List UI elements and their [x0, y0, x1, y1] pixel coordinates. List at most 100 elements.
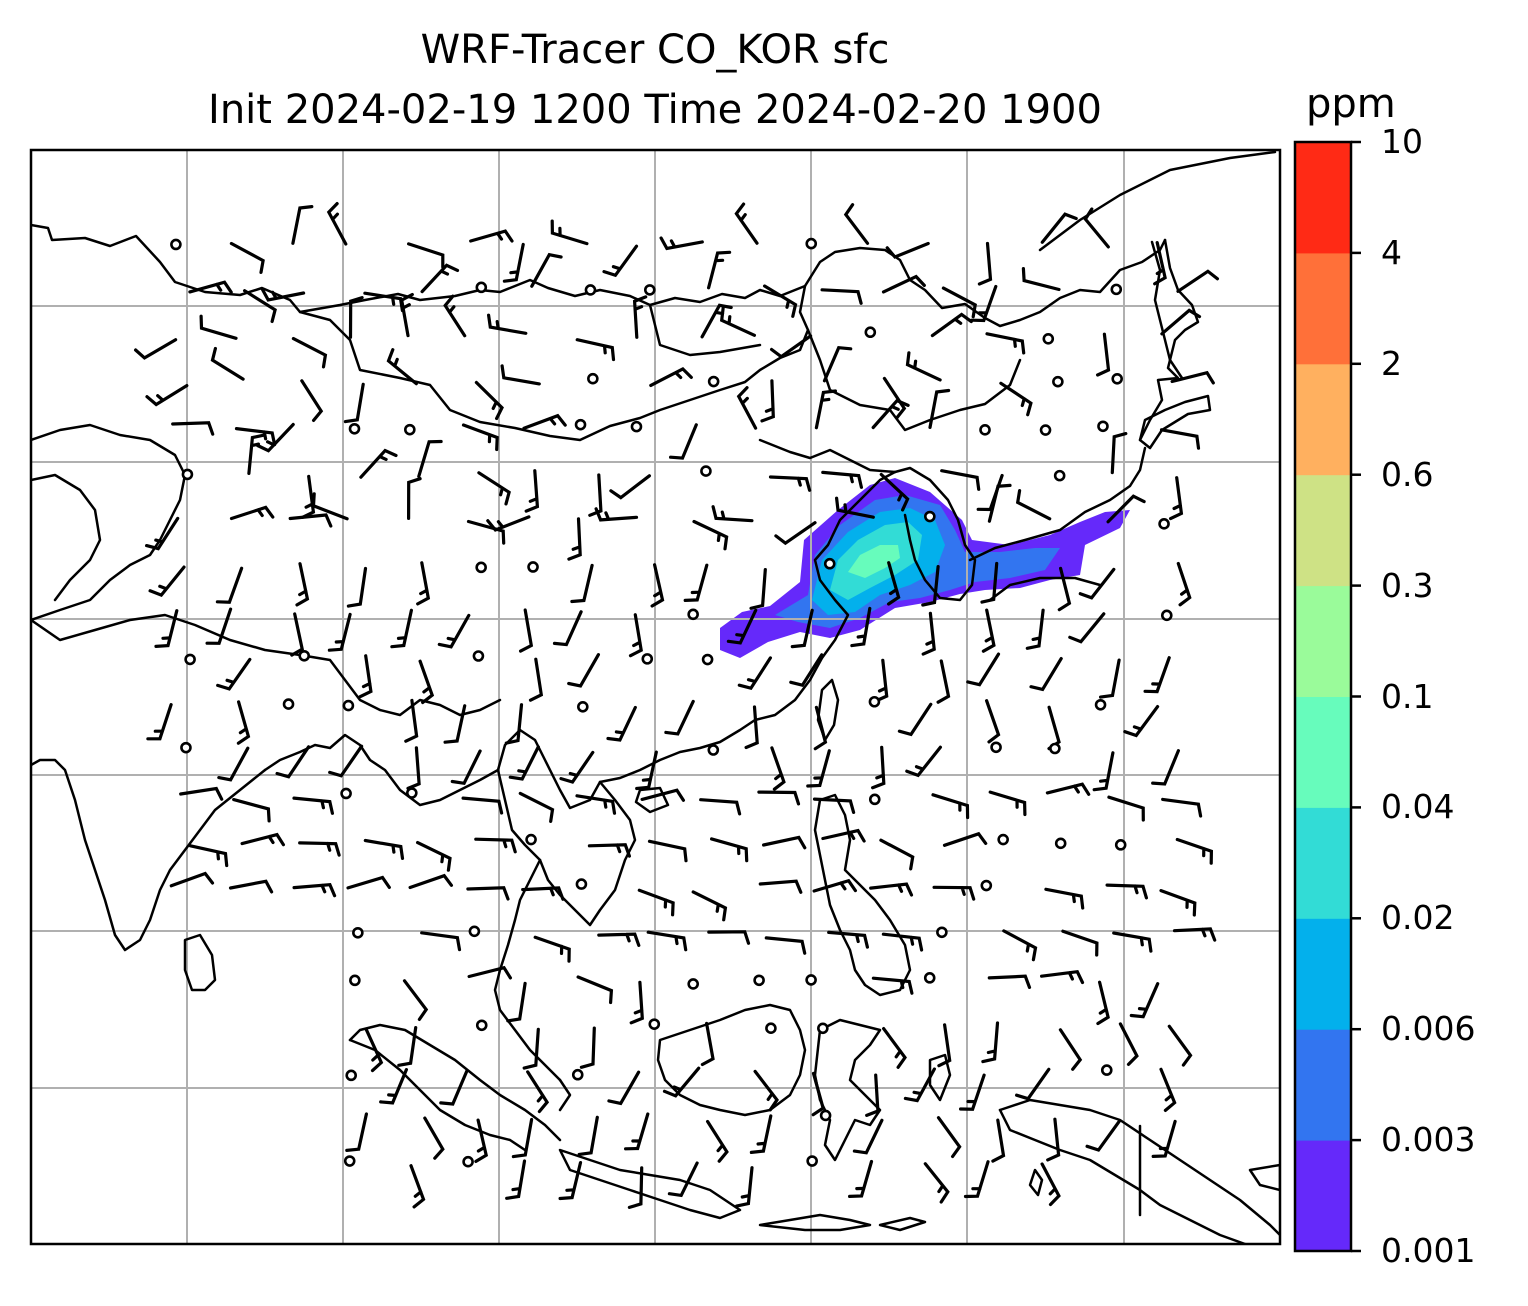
wind-barb [579, 1026, 596, 1069]
wind-barb [768, 475, 812, 492]
wind-barb [232, 798, 271, 823]
wind-barb [659, 236, 704, 251]
wind-barb [437, 613, 471, 649]
colorbar-segment [1295, 252, 1351, 365]
wind-barb [812, 878, 857, 893]
wind-barb [988, 790, 1027, 817]
wind-barb [811, 1071, 825, 1117]
wind-barb [624, 1112, 650, 1151]
wind-barb [228, 879, 274, 894]
wind-barb [936, 1116, 962, 1159]
wind-barb [379, 1068, 408, 1105]
calm-wind-marker [468, 925, 481, 938]
wind-barb [1170, 370, 1215, 385]
calm-wind-marker [687, 978, 699, 990]
wind-barb [905, 745, 942, 778]
wind-barb [390, 608, 413, 649]
wind-barb [358, 654, 373, 699]
calm-wind-marker [571, 1068, 584, 1081]
wind-barb [1160, 308, 1202, 336]
calm-wind-marker [806, 1155, 818, 1167]
wind-barb [404, 698, 419, 743]
wind-barb [879, 838, 915, 871]
wind-barb [1143, 656, 1171, 694]
wind-barb [1175, 837, 1214, 865]
wind-barb [985, 332, 1026, 355]
wind-barb [790, 608, 814, 649]
colorbar-segment [1295, 363, 1351, 476]
colorbar-segment [1295, 807, 1351, 919]
wind-barb [1129, 982, 1160, 1019]
calm-wind-marker [1053, 469, 1066, 482]
calm-wind-marker [298, 649, 311, 662]
calm-wind-marker [864, 326, 877, 339]
wind-barb [699, 798, 742, 816]
wind-barb [522, 1027, 540, 1070]
wind-barb [632, 295, 648, 339]
wind-barb [256, 422, 295, 453]
calm-wind-marker [340, 787, 352, 800]
calm-wind-marker [1039, 424, 1052, 436]
calm-wind-marker [979, 424, 991, 436]
wind-barb [726, 608, 758, 645]
calm-wind-marker [1111, 372, 1123, 385]
wind-barb [363, 838, 405, 860]
colorbar-tick-label: 4 [1381, 232, 1402, 272]
wind-barb [1083, 207, 1110, 249]
wind-barb [602, 244, 639, 278]
wind-barb [169, 871, 215, 888]
wind-barb [439, 1069, 469, 1106]
wind-barb [700, 1021, 715, 1067]
wind-barb [474, 380, 504, 421]
calm-wind-marker [1100, 1064, 1113, 1076]
wind-barb [744, 705, 759, 750]
wind-barb [292, 796, 334, 815]
wind-barb [930, 312, 973, 338]
wind-barb [999, 381, 1033, 417]
calm-wind-marker [348, 422, 361, 435]
wind-barb [629, 980, 644, 1025]
wind-barb [707, 930, 751, 945]
wind-barb [145, 516, 180, 551]
wind-barb [1176, 561, 1192, 607]
calm-wind-marker [707, 744, 720, 756]
wind-barb [1176, 269, 1219, 293]
wind-barb [576, 975, 614, 1005]
wind-barb [987, 483, 1012, 523]
wind-barb [882, 1027, 907, 1069]
wind-barb [814, 389, 837, 430]
wind-barb [881, 932, 924, 952]
wind-barb [575, 338, 616, 362]
calm-wind-marker [1049, 742, 1061, 755]
map-gridlines [31, 150, 1280, 1244]
wind-barb [879, 472, 910, 512]
wind-barb [588, 473, 603, 517]
colorbar-tick-label: 0.1 [1381, 676, 1434, 716]
colorbar-tick-label: 0.001 [1381, 1231, 1476, 1270]
wind-barb [1085, 1119, 1122, 1152]
wind-barb [597, 932, 641, 947]
wind-barb [386, 348, 418, 386]
wind-barb [397, 1026, 418, 1067]
wind-barb [941, 286, 977, 319]
wind-barb [683, 563, 709, 602]
wind-barb [1057, 566, 1072, 612]
wind-barb [552, 610, 583, 647]
wind-barb [399, 292, 414, 338]
wind-barb [461, 796, 504, 815]
wind-barb [822, 346, 853, 383]
wind-barb [416, 841, 452, 872]
colorbar-tick-label: 0.003 [1381, 1120, 1476, 1160]
wind-barb [288, 513, 333, 528]
wind-barb [710, 837, 749, 863]
chart-title-line2: Init 2024-02-19 1200 Time 2024-02-20 190… [208, 87, 1102, 133]
wind-barb [328, 744, 364, 778]
wind-barb [707, 250, 732, 290]
wind-barb [942, 831, 988, 847]
wind-barb [871, 398, 910, 430]
calm-wind-marker [184, 653, 196, 666]
wind-barb [843, 203, 870, 245]
wind-barb [199, 314, 238, 340]
wind-barb [1118, 1022, 1139, 1066]
wind-barb [758, 879, 803, 894]
